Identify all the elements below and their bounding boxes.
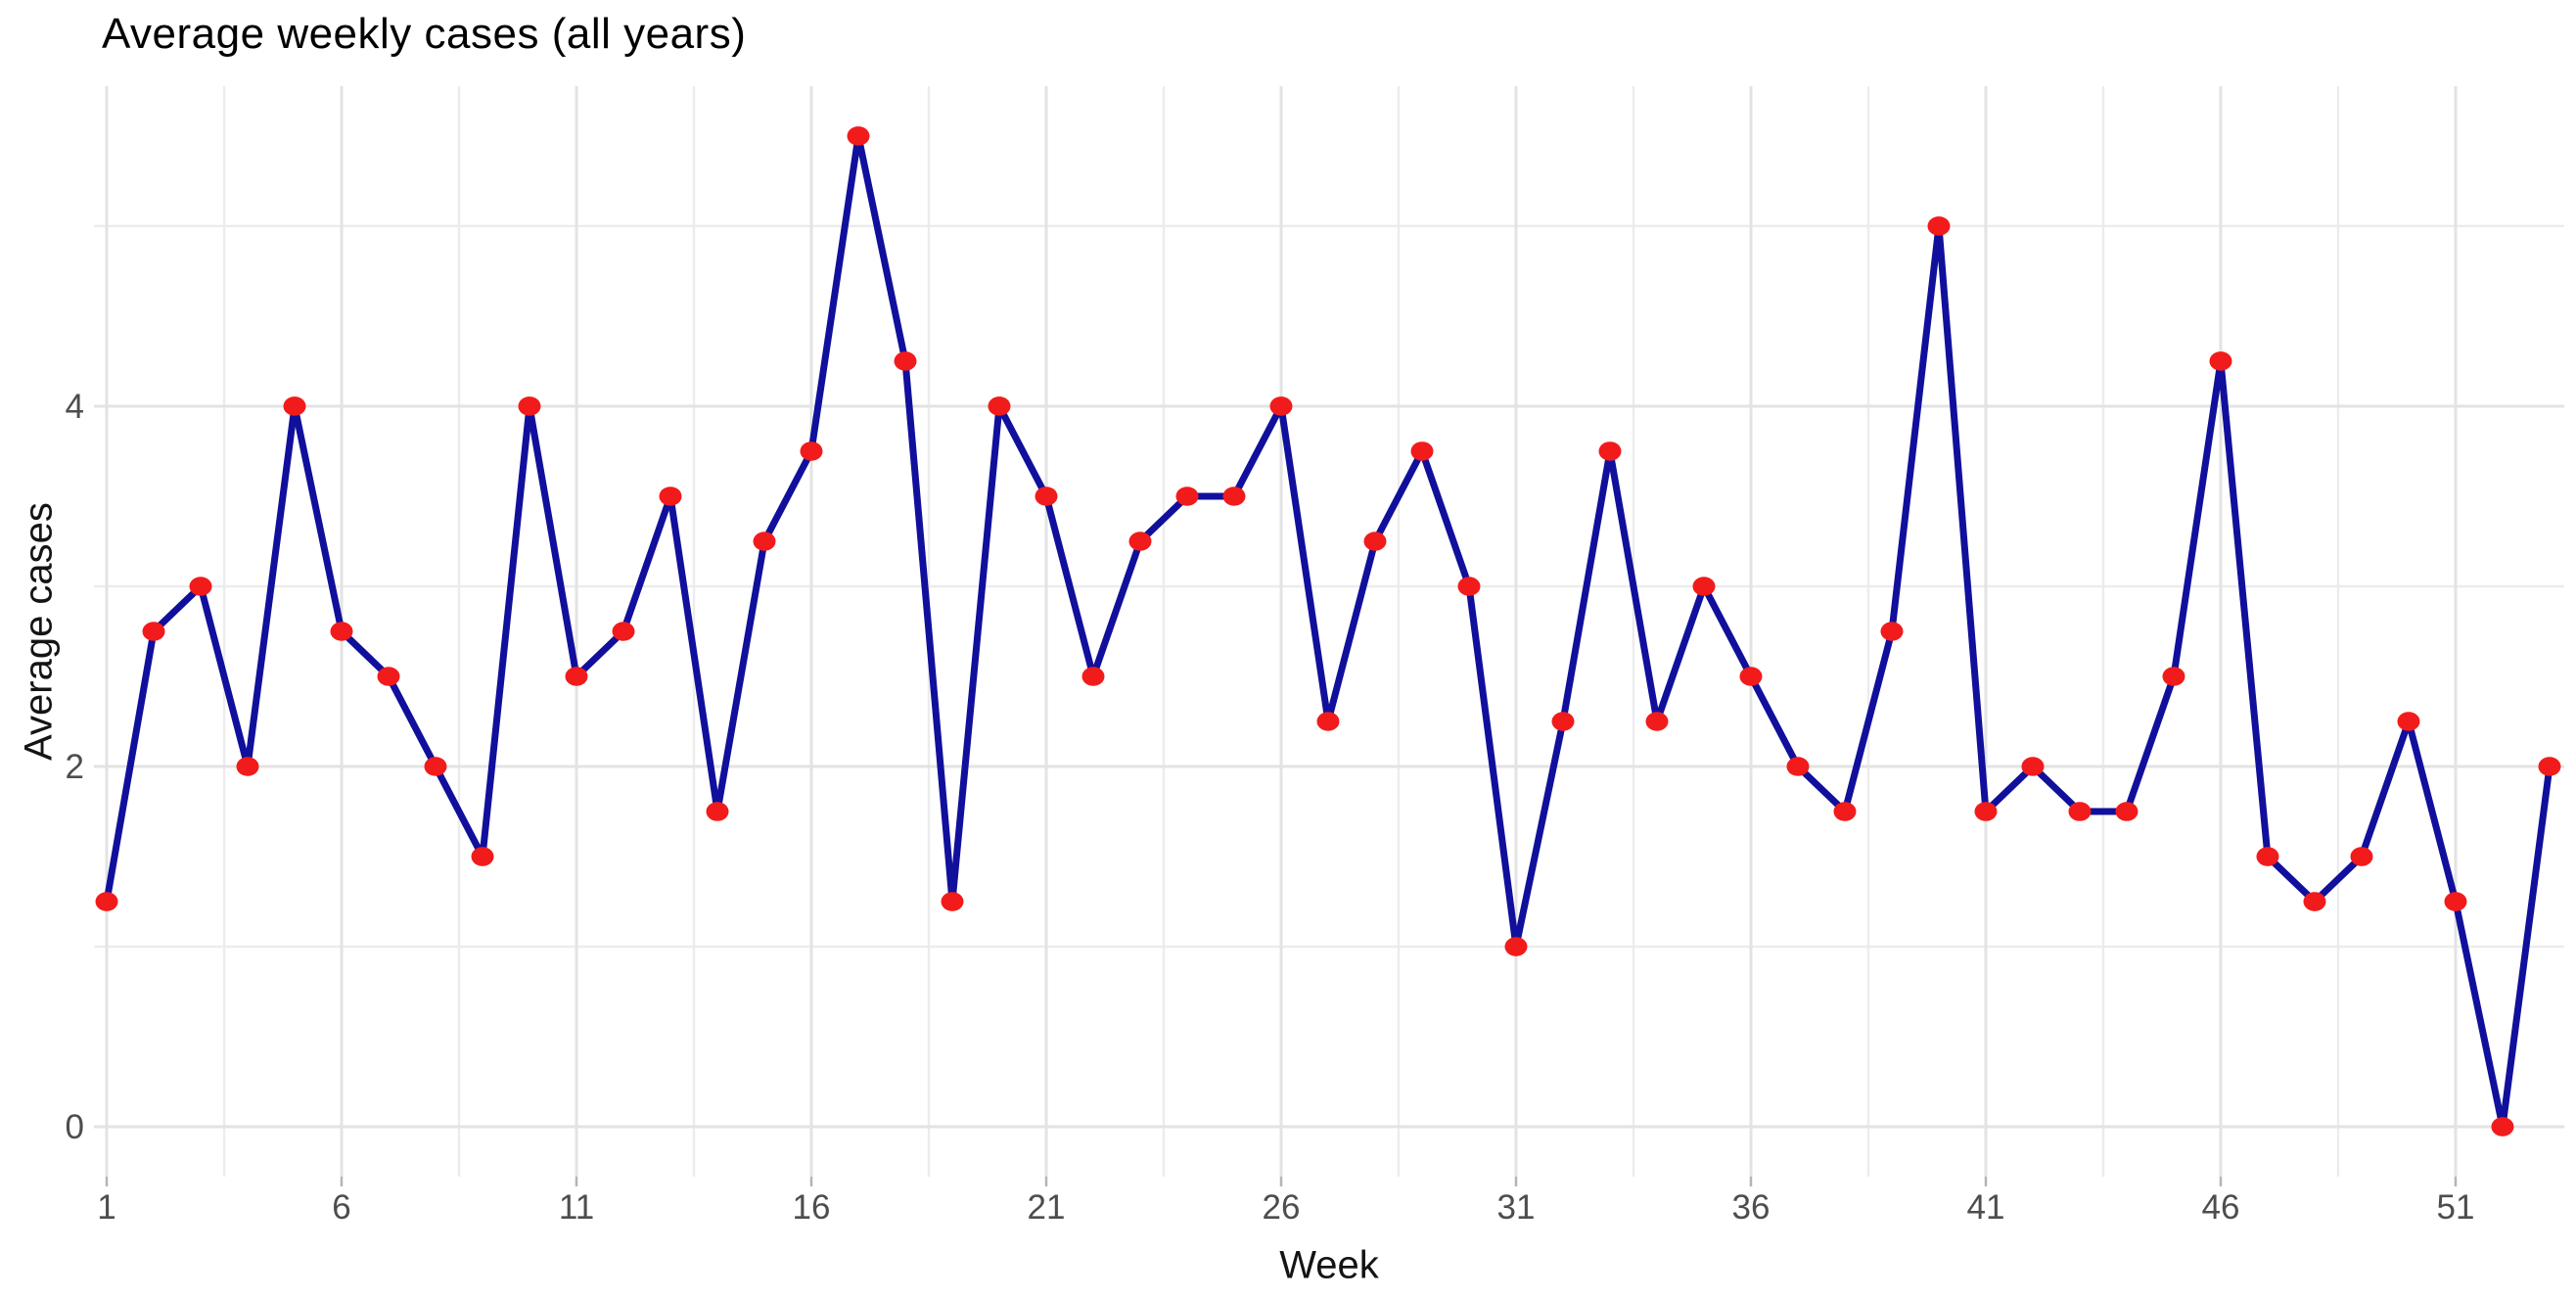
data-point: [1175, 487, 1199, 506]
data-point: [377, 667, 400, 686]
data-point: [2256, 847, 2279, 866]
data-point: [283, 396, 306, 416]
data-point: [894, 351, 917, 371]
data-point: [1551, 712, 1575, 731]
data-point: [471, 847, 494, 866]
y-axis-title: Average cases: [17, 502, 61, 761]
data-point: [518, 396, 541, 416]
data-point: [1269, 396, 1293, 416]
x-tick-label: 11: [559, 1188, 594, 1227]
series-line-average-cases: [103, 132, 2553, 1131]
data-point: [424, 757, 447, 776]
data-point: [1081, 667, 1105, 686]
data-point: [2538, 757, 2561, 776]
data-point: [1035, 487, 1058, 506]
data-point: [2115, 802, 2139, 821]
data-point: [189, 577, 212, 596]
data-point: [1974, 802, 1998, 821]
x-tick-label: 46: [2202, 1188, 2240, 1227]
data-point: [142, 622, 165, 641]
x-tick-label: 31: [1497, 1188, 1536, 1227]
x-tick-label: 36: [1732, 1188, 1771, 1227]
data-point: [612, 622, 635, 641]
data-point: [1504, 937, 1528, 956]
data-point: [330, 622, 353, 641]
data-point: [753, 532, 776, 551]
data-point: [95, 892, 118, 911]
data-point: [941, 892, 964, 911]
data-point: [565, 667, 588, 686]
data-point: [1927, 216, 1951, 236]
data-point: [1645, 712, 1669, 731]
data-point: [1457, 577, 1481, 596]
x-tick-label: 21: [1028, 1188, 1066, 1227]
data-point: [2209, 351, 2232, 371]
x-tick-label: 1: [97, 1188, 115, 1227]
data-point: [2021, 757, 2045, 776]
data-point: [1739, 667, 1763, 686]
data-point: [1692, 577, 1716, 596]
y-tick-label: 0: [66, 1108, 84, 1146]
data-point: [1222, 487, 1246, 506]
chart-title: Average weekly cases (all years): [102, 10, 747, 58]
data-point: [847, 126, 870, 146]
data-point: [1316, 712, 1340, 731]
y-tick-label: 4: [66, 388, 84, 426]
data-point: [1833, 802, 1857, 821]
data-point: [1598, 441, 1622, 461]
data-point: [2068, 802, 2092, 821]
x-tick-label: 41: [1967, 1188, 2005, 1227]
data-point: [2162, 667, 2185, 686]
data-point: [800, 441, 823, 461]
x-tick-label: 51: [2437, 1188, 2475, 1227]
data-point: [1363, 532, 1387, 551]
data-point: [1410, 441, 1434, 461]
data-point: [1786, 757, 1810, 776]
data-point: [1880, 622, 1904, 641]
data-point: [2350, 847, 2373, 866]
x-tick-label: 6: [332, 1188, 350, 1227]
y-tick-label: 2: [66, 748, 84, 786]
data-point: [1128, 532, 1152, 551]
x-tick-label: 26: [1263, 1188, 1301, 1227]
data-point: [988, 396, 1011, 416]
data-point: [236, 757, 259, 776]
data-point: [659, 487, 682, 506]
data-point: [2397, 712, 2420, 731]
data-point: [2444, 892, 2467, 911]
data-point: [2303, 892, 2326, 911]
x-tick-label: 16: [793, 1188, 831, 1227]
x-axis-title: Week: [1279, 1243, 1379, 1287]
data-point: [706, 802, 729, 821]
data-point: [2491, 1117, 2514, 1136]
